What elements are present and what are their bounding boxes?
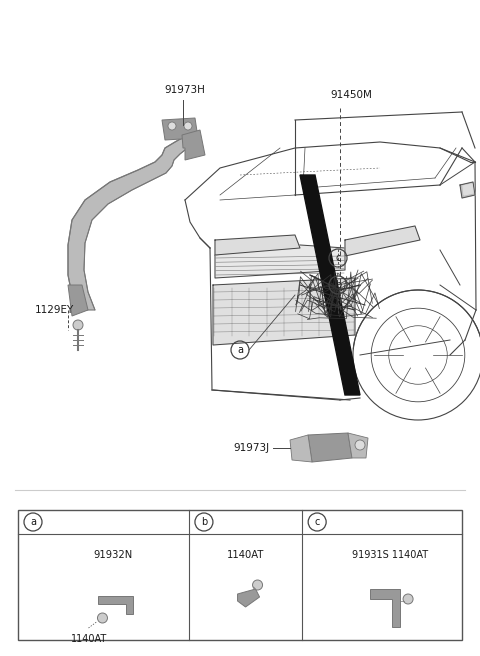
Text: c: c [336, 253, 341, 263]
Circle shape [355, 440, 365, 450]
Polygon shape [162, 118, 198, 140]
Polygon shape [345, 226, 420, 256]
Circle shape [184, 122, 192, 130]
Polygon shape [213, 278, 355, 345]
Polygon shape [182, 130, 205, 160]
Text: 1140AT: 1140AT [71, 634, 107, 644]
Polygon shape [290, 435, 312, 462]
Text: b: b [201, 517, 207, 527]
Polygon shape [238, 589, 260, 607]
Polygon shape [460, 182, 475, 198]
Text: a: a [237, 345, 243, 355]
Text: 91931S 1140AT: 91931S 1140AT [352, 550, 428, 560]
Text: b: b [335, 280, 341, 290]
Polygon shape [348, 433, 368, 458]
Text: 91450M: 91450M [330, 90, 372, 100]
Polygon shape [98, 596, 133, 614]
Polygon shape [68, 130, 188, 310]
Polygon shape [215, 245, 345, 278]
Text: 91973J: 91973J [234, 443, 270, 453]
Circle shape [403, 594, 413, 604]
Polygon shape [463, 184, 473, 195]
Circle shape [73, 320, 83, 330]
Polygon shape [370, 589, 400, 627]
Circle shape [168, 122, 176, 130]
Polygon shape [215, 235, 300, 255]
Text: a: a [30, 517, 36, 527]
Polygon shape [68, 285, 88, 316]
Circle shape [97, 613, 108, 623]
Text: 1129EY: 1129EY [35, 305, 74, 315]
Text: c: c [314, 517, 320, 527]
Polygon shape [300, 175, 360, 395]
Circle shape [252, 580, 263, 590]
Text: 91932N: 91932N [94, 550, 133, 560]
Polygon shape [308, 433, 352, 462]
Text: 1140AT: 1140AT [227, 550, 264, 560]
Text: 91973H: 91973H [165, 85, 205, 95]
